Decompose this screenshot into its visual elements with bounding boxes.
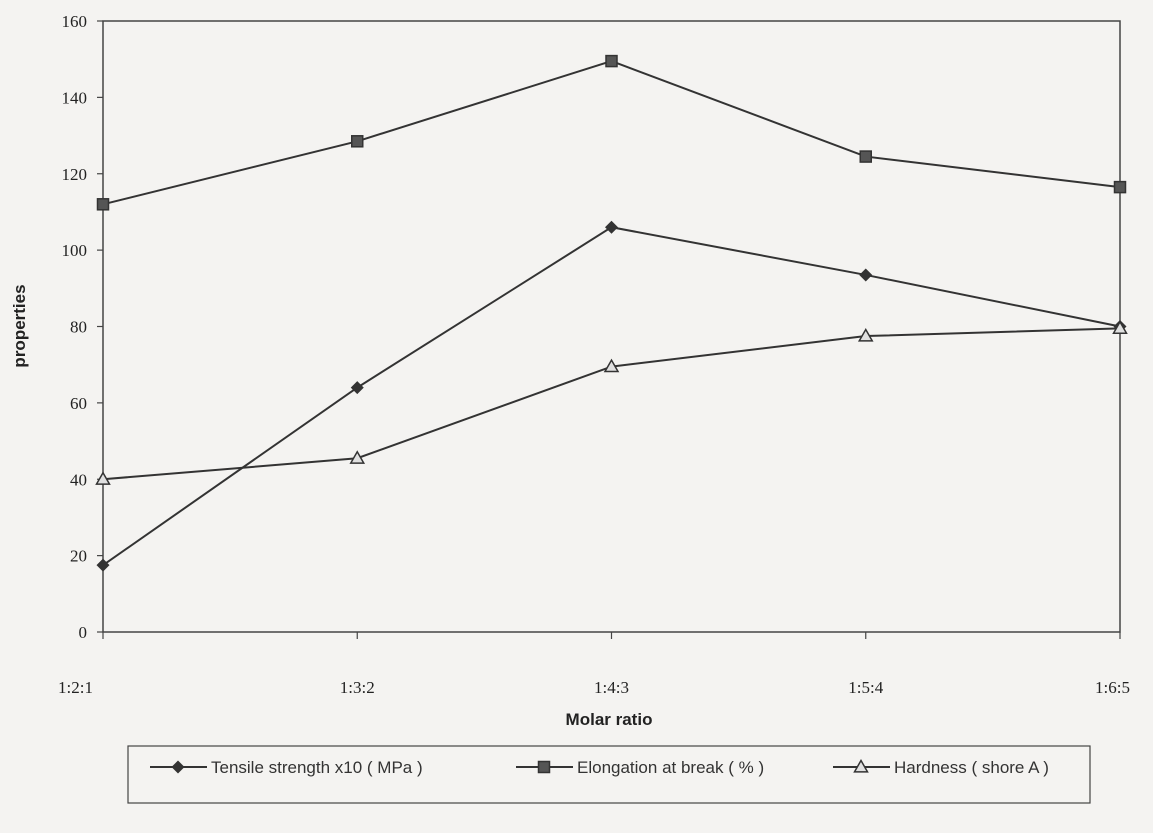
diamond-point bbox=[859, 268, 873, 282]
square-point bbox=[351, 135, 364, 148]
legend: Tensile strength x10 ( MPa ) Elongation a… bbox=[127, 745, 1091, 804]
series-line-square bbox=[102, 60, 1121, 206]
triangle-point bbox=[1112, 320, 1128, 335]
triangle-point bbox=[603, 358, 620, 373]
series-diamond bbox=[96, 220, 1127, 572]
legend-label: Hardness ( shore A ) bbox=[894, 758, 1049, 777]
y-tick-label: 20 bbox=[70, 547, 87, 566]
legend-label: Tensile strength x10 ( MPa ) bbox=[211, 758, 423, 777]
x-tick-label: 1:4:3 bbox=[594, 678, 629, 697]
triangle-point bbox=[857, 328, 874, 342]
series-line-triangle bbox=[102, 327, 1121, 481]
square-point bbox=[605, 54, 618, 68]
y-tick-label: 0 bbox=[79, 623, 88, 642]
diamond-point bbox=[96, 558, 110, 572]
x-tick-label: 1:3:2 bbox=[340, 678, 375, 697]
legend-square-icon bbox=[537, 760, 551, 774]
diamond-point bbox=[350, 381, 364, 395]
square-point bbox=[1113, 180, 1127, 194]
x-tick-label: 1:2:1 bbox=[58, 678, 93, 697]
legend-box bbox=[127, 745, 1091, 804]
series-line-diamond bbox=[102, 226, 1121, 566]
x-tick-label: 1:5:4 bbox=[848, 678, 883, 697]
y-tick-label: 60 bbox=[70, 394, 87, 413]
y-tick-label: 160 bbox=[62, 12, 88, 31]
triangle-point bbox=[349, 450, 366, 464]
x-axis-title: Molar ratio bbox=[566, 710, 653, 729]
y-tick-label: 140 bbox=[62, 88, 88, 107]
legend-item-triangle: Hardness ( shore A ) bbox=[833, 758, 1049, 777]
x-tick-label: 1:6:5 bbox=[1095, 678, 1130, 697]
y-tick-label: 40 bbox=[70, 470, 87, 489]
legend-triangle-icon bbox=[853, 758, 869, 773]
plot-area-frame bbox=[102, 20, 1121, 633]
y-axis-title: properties bbox=[10, 284, 29, 367]
triangle-point bbox=[95, 471, 111, 485]
legend-diamond-icon bbox=[171, 760, 185, 774]
square-point bbox=[859, 150, 872, 163]
y-tick-label: 80 bbox=[70, 318, 87, 337]
square-point bbox=[96, 198, 110, 211]
series-triangle bbox=[95, 320, 1128, 485]
series-square bbox=[96, 54, 1127, 211]
legend-item-square: Elongation at break ( % ) bbox=[516, 758, 764, 777]
diamond-point bbox=[605, 220, 618, 234]
y-tick-label: 100 bbox=[62, 241, 88, 260]
y-tick-label: 120 bbox=[62, 165, 88, 184]
legend-item-diamond: Tensile strength x10 ( MPa ) bbox=[150, 758, 423, 777]
legend-label: Elongation at break ( % ) bbox=[577, 758, 764, 777]
